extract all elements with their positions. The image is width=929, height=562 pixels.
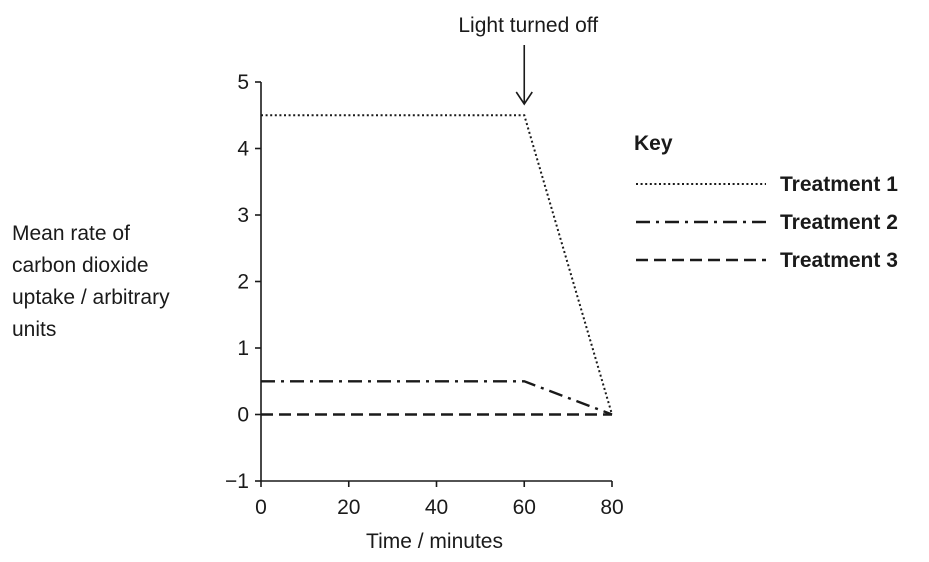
x-tick-label: 80 [600,496,623,519]
annotation-text: Light turned off [458,14,598,37]
axes [260,82,612,482]
y-tick-label: 0 [237,404,249,427]
legend: Key Treatment 1 Treatment 2 Treatment 3 [634,132,898,272]
annotation: Light turned off [458,14,598,106]
series-line [261,380,613,416]
y-axis-label-line: Mean rate of [12,222,130,245]
legend-title: Key [634,132,673,155]
annotation-arrow-head [515,91,533,106]
y-tick-label: 3 [237,204,249,227]
x-tick-label: 40 [425,496,448,519]
y-axis-label: Mean rate of carbon dioxide uptake / arb… [12,218,170,346]
legend-label: Treatment 1 [780,173,898,196]
x-tick-label: 60 [513,496,536,519]
y-axis-label-line: uptake / arbitrary [12,286,170,309]
y-tick-label: −1 [225,470,249,493]
tick-labels: −1 0 1 2 3 4 5 0 20 40 60 80 [225,71,624,519]
legend-label: Treatment 2 [780,211,898,234]
legend-label: Treatment 3 [780,249,898,272]
series-lines [261,114,613,416]
x-tick-label: 20 [337,496,360,519]
y-axis-label-line: carbon dioxide [12,254,149,277]
x-axis-label: Time / minutes [366,530,503,553]
x-tick-label: 0 [255,496,267,519]
y-tick-label: 5 [237,71,249,94]
tick-marks [255,81,613,487]
series-line [261,114,613,415]
y-tick-label: 4 [237,138,249,161]
y-tick-label: 2 [237,271,249,294]
y-tick-label: 1 [237,337,249,360]
y-axis-label-line: units [12,318,57,341]
